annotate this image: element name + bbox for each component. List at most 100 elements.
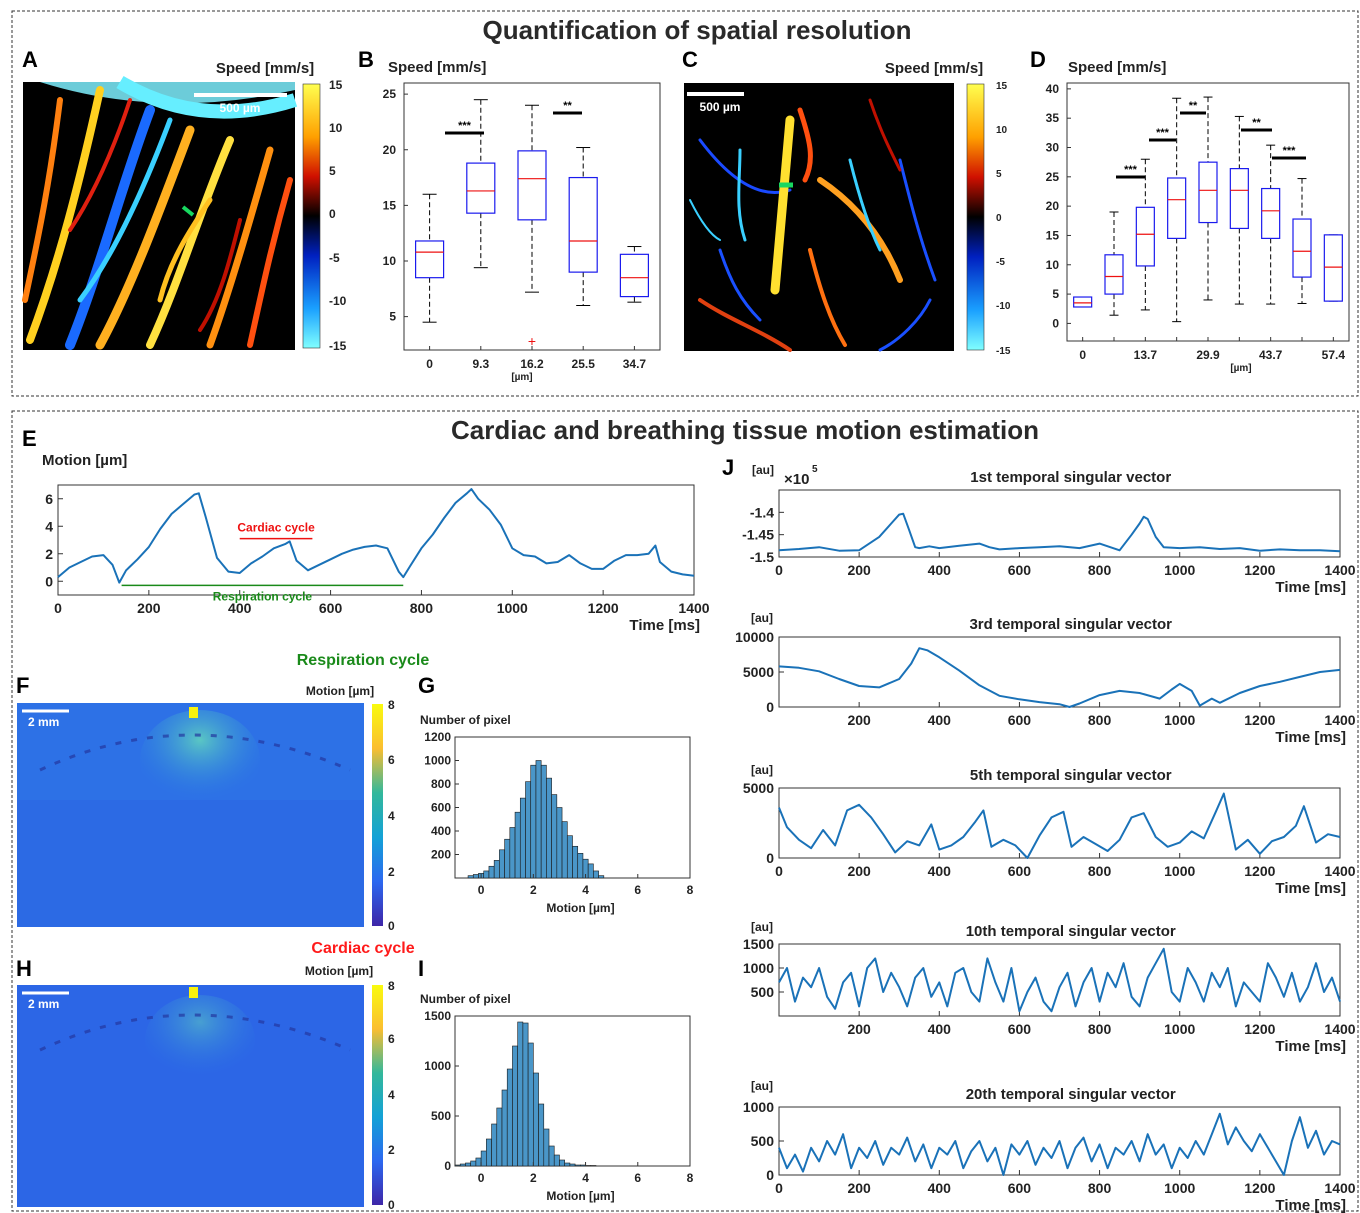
panel-label-i: I bbox=[418, 956, 424, 981]
panel-f-image: 2 mm bbox=[17, 703, 364, 927]
box-body bbox=[517, 150, 547, 221]
e-xlabel: Time [ms] bbox=[629, 617, 700, 634]
j5-ytick-label: 0 bbox=[766, 850, 774, 866]
box-body bbox=[1135, 206, 1155, 267]
box-body bbox=[466, 162, 496, 214]
j20-xtick-label: 0 bbox=[775, 1180, 783, 1196]
e-ytick-label: 0 bbox=[45, 573, 53, 589]
histogram-bar bbox=[574, 1164, 581, 1167]
j5-xtick-label: 1000 bbox=[1164, 863, 1195, 879]
j20-xtick-label: 200 bbox=[847, 1180, 871, 1196]
j5-plot-frame bbox=[778, 787, 1341, 859]
box-5 bbox=[1198, 96, 1218, 301]
d-sig-label: *** bbox=[1156, 127, 1170, 139]
histogram-bar bbox=[491, 1123, 498, 1167]
j3-xtick-label: 600 bbox=[1008, 712, 1032, 728]
histogram-bar bbox=[472, 874, 479, 879]
d-xtick-label: 0 bbox=[1079, 348, 1086, 362]
j5-xtick-label: 1200 bbox=[1244, 863, 1275, 879]
chart-j3: 200 400 600 800 1000 1200 1400 0 5000 10000 3rd te… bbox=[735, 611, 1356, 746]
histogram-bar bbox=[577, 853, 584, 879]
j20-xtick-label: 1000 bbox=[1164, 1180, 1195, 1196]
g-ytick-label: 400 bbox=[431, 824, 451, 838]
chart-e: 0 200 400 600 800 1000 1200 1400 0 2 4 6 Motion [µm]… bbox=[42, 452, 710, 634]
svg-text:10: 10 bbox=[996, 125, 1008, 136]
j1-xtick-label: 0 bbox=[775, 562, 783, 578]
histogram-bar bbox=[519, 797, 526, 879]
histogram-bar bbox=[504, 838, 511, 879]
j10-xtick-label: 800 bbox=[1088, 1021, 1112, 1037]
j3-ytick-label: 10000 bbox=[735, 629, 774, 645]
g-ytick-label: 600 bbox=[431, 801, 451, 815]
j10-ytick-label: 1500 bbox=[743, 936, 774, 952]
e-xtick-label: 1000 bbox=[497, 600, 528, 616]
d-xtick-label: 13.7 bbox=[1134, 348, 1158, 362]
histogram-bar bbox=[540, 764, 547, 879]
box-body bbox=[1323, 234, 1343, 302]
histogram-bar bbox=[496, 1107, 503, 1167]
j1-multiplier: ×10 bbox=[784, 471, 809, 488]
histogram-bar bbox=[527, 1042, 534, 1167]
box-3 bbox=[1135, 158, 1155, 311]
box-2 bbox=[466, 99, 496, 269]
j1-xtick-label: 1200 bbox=[1244, 562, 1275, 578]
e-ytick-label: 6 bbox=[45, 491, 53, 507]
box-4 bbox=[1167, 97, 1187, 323]
j20-xtick-label: 1200 bbox=[1244, 1180, 1275, 1196]
j3-xtick-label: 1000 bbox=[1164, 712, 1195, 728]
histogram-bar bbox=[559, 1159, 565, 1167]
b-sig-label: *** bbox=[458, 120, 472, 132]
histogram-bar bbox=[522, 1022, 529, 1167]
svg-text:0: 0 bbox=[996, 213, 1002, 224]
b-ytick-label: 20 bbox=[383, 143, 397, 157]
d-sig-label: ** bbox=[1252, 117, 1261, 129]
j1-xtick-label: 1400 bbox=[1324, 562, 1355, 578]
histogram-bar bbox=[486, 1138, 492, 1167]
g-ytick-label: 800 bbox=[431, 777, 451, 791]
histogram-bar bbox=[548, 1145, 555, 1167]
d-xtick-label: 43.7 bbox=[1259, 348, 1283, 362]
chart-j5: 0 200 400 600 800 1000 1200 1400 0 5000 5th tempor… bbox=[743, 763, 1356, 897]
j20-xtick-label: 600 bbox=[1008, 1180, 1032, 1196]
j3-xtick-label: 1200 bbox=[1244, 712, 1275, 728]
svg-text:4: 4 bbox=[388, 1088, 395, 1102]
j20-ylabel: [au] bbox=[751, 1079, 773, 1093]
panel-a-colorbar-label: Speed [mm/s] bbox=[216, 60, 314, 77]
j10-xtick-label: 400 bbox=[928, 1021, 952, 1037]
b-xtick-label: 34.7 bbox=[623, 357, 647, 371]
histogram-bar bbox=[512, 1045, 518, 1167]
j5-xtick-label: 400 bbox=[928, 863, 952, 879]
histogram-bar bbox=[488, 865, 495, 879]
g-xtick-label: 0 bbox=[478, 883, 485, 897]
j1-xtick-label: 600 bbox=[1008, 562, 1032, 578]
panel-label-h: H bbox=[16, 956, 32, 981]
histogram-bar bbox=[465, 1162, 471, 1167]
e-xtick-label: 800 bbox=[410, 600, 434, 616]
j1-ytick-label: -1.45 bbox=[742, 527, 774, 543]
b-ytick-label: 10 bbox=[383, 254, 397, 268]
d-ytick-label: 0 bbox=[1052, 316, 1059, 330]
e-series-line bbox=[57, 488, 695, 584]
histogram-bar bbox=[585, 1165, 592, 1167]
panel-label-c: C bbox=[682, 47, 698, 72]
d-ytick-label: 5 bbox=[1052, 287, 1059, 301]
d-ytick-label: 10 bbox=[1046, 258, 1060, 272]
b-ytick-label: 15 bbox=[383, 198, 397, 212]
panel-label-e: E bbox=[22, 426, 37, 451]
panel-h-header: Cardiac cycle bbox=[311, 940, 414, 957]
j20-xtick-label: 800 bbox=[1088, 1180, 1112, 1196]
j10-xtick-label: 600 bbox=[1008, 1021, 1032, 1037]
svg-text:8: 8 bbox=[388, 979, 395, 993]
box-body bbox=[568, 176, 598, 273]
histogram-bar bbox=[590, 1165, 597, 1167]
j20-xtick-label: 400 bbox=[928, 1180, 952, 1196]
d-ytick-label: 25 bbox=[1046, 170, 1060, 184]
j1-plot-frame bbox=[778, 489, 1341, 558]
i-ytick-label: 500 bbox=[431, 1109, 451, 1123]
panel-a-colorbar bbox=[302, 83, 321, 349]
svg-text:-10: -10 bbox=[996, 301, 1011, 312]
panel-label-d: D bbox=[1030, 47, 1046, 72]
g-ytick-label: 200 bbox=[431, 848, 451, 862]
i-ytick-label: 0 bbox=[444, 1159, 451, 1173]
